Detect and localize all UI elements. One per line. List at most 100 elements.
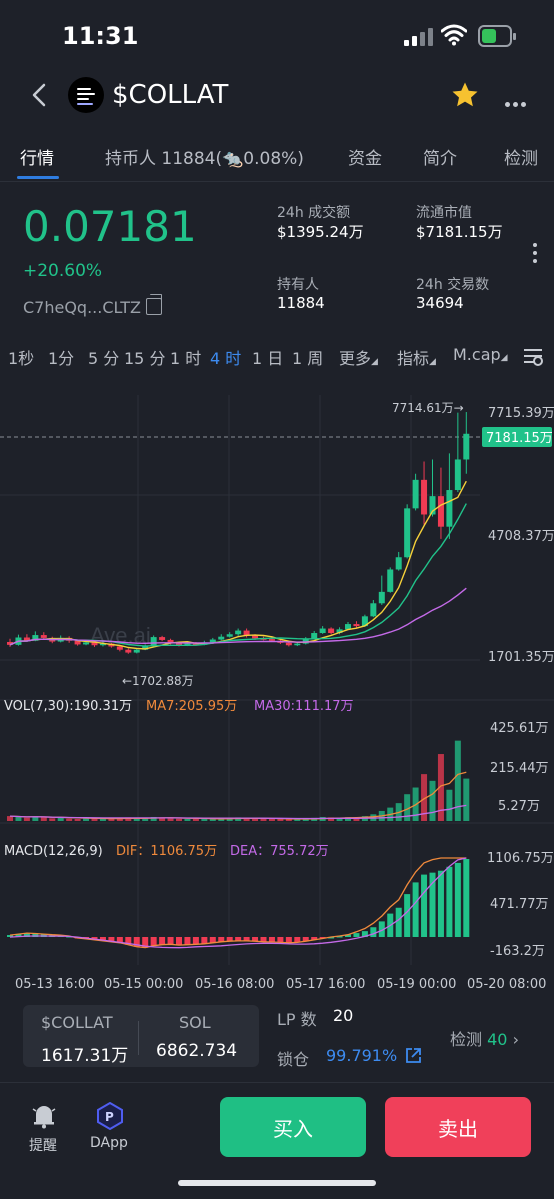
tab-check[interactable]: 检测: [504, 149, 538, 169]
timeframe-1w[interactable]: 1 周: [292, 349, 324, 368]
candle-body: [319, 628, 326, 634]
macd-histogram-bar: [218, 937, 225, 942]
indicators-menu[interactable]: 指标◢: [397, 345, 436, 369]
macd-histogram-bar: [32, 933, 39, 937]
mcap-toggle[interactable]: M.cap◢: [453, 345, 508, 364]
volume-bar: [40, 817, 47, 821]
back-arrow-icon[interactable]: [30, 83, 50, 107]
macd-histogram-bar: [142, 937, 149, 948]
timeframe-more-label: 更多: [339, 349, 372, 368]
candle-body: [404, 508, 411, 558]
buy-button[interactable]: 买入: [220, 1097, 366, 1157]
candle-body: [167, 639, 174, 643]
timeframe-5m[interactable]: 5 分: [88, 349, 120, 368]
macd-histogram-bar: [201, 937, 208, 944]
detect-link[interactable]: 检测 40 ›: [450, 1026, 519, 1050]
volume-bar: [454, 740, 461, 821]
candle-body: [336, 629, 343, 634]
dapp-label[interactable]: DApp: [90, 1135, 128, 1151]
timeframe-1d[interactable]: 1 日: [252, 349, 284, 368]
x-tick-5: 05-20 08:00: [467, 977, 546, 992]
lp-value: 20: [333, 1006, 354, 1025]
high-price-label: 7714.61万→: [392, 401, 464, 415]
holders-value: 11884: [277, 294, 325, 312]
x-tick-1: 05-15 00:00: [104, 977, 183, 992]
candle-body: [74, 640, 81, 645]
lock-value[interactable]: 99.791%: [326, 1046, 398, 1065]
favorite-star-icon[interactable]: [450, 80, 480, 110]
volume-bar: [32, 816, 39, 821]
alert-label[interactable]: 提醒: [29, 1138, 57, 1154]
timeframe-1s[interactable]: 1秒: [8, 349, 35, 368]
vol-title: VOL(7,30):190.31万: [4, 699, 132, 714]
stats-more-icon[interactable]: [533, 243, 537, 267]
lock-label: 锁仓: [277, 1050, 310, 1069]
current-price-tag-text: 7181.15万: [486, 431, 553, 446]
chart-grid: [0, 395, 554, 965]
tab-intro[interactable]: 简介: [423, 149, 457, 169]
candle-body: [32, 635, 39, 641]
price-change: +20.60%: [23, 261, 103, 281]
chart-watermark: Ave.ai: [90, 623, 151, 648]
tx-24h-label: 24h 交易数: [416, 277, 490, 293]
candle-body: [328, 628, 335, 634]
tab-holders-percent: 0.08%): [243, 149, 304, 169]
dapp-icon[interactable]: P: [96, 1102, 124, 1130]
holders-label: 持有人: [277, 277, 319, 293]
volume-bar: [328, 817, 335, 821]
bell-icon[interactable]: [32, 1103, 56, 1129]
sell-button[interactable]: 卖出: [385, 1097, 531, 1157]
volume-bar: [192, 819, 199, 821]
macd-histogram-bar: [243, 937, 250, 941]
tab-market[interactable]: 行情: [20, 149, 54, 169]
market-cap-label: 流通市值: [416, 205, 472, 221]
macd-histogram-bar: [159, 937, 166, 945]
candle-body: [209, 639, 216, 643]
more-options-icon[interactable]: [505, 92, 529, 111]
candle-body: [133, 649, 140, 653]
candle-body: [395, 557, 402, 570]
timeframe-more[interactable]: 更多◢: [339, 345, 378, 369]
volume-bar: [353, 817, 360, 821]
macd-histogram-bar: [311, 937, 318, 940]
candle-body: [7, 641, 13, 645]
candle-body: [192, 643, 199, 646]
candle-body: [421, 479, 428, 515]
external-link-icon[interactable]: [405, 1047, 422, 1064]
macd-histogram-bar: [319, 937, 326, 939]
candle-body: [446, 490, 453, 527]
timeframe-15m[interactable]: 15 分: [124, 349, 166, 368]
candle-body: [268, 639, 275, 641]
timeframe-4h[interactable]: 4 时: [210, 349, 242, 368]
price-chart[interactable]: Ave.ai 7714.61万→ ←1702.88万 7715.39万 4708…: [0, 395, 554, 995]
macd-line: [9, 857, 467, 949]
macd-histogram-bar: [116, 937, 123, 943]
macd-histogram-bar: [336, 936, 343, 938]
volume-bar: [226, 817, 233, 821]
copy-icon[interactable]: [146, 294, 162, 315]
x-tick-4: 05-19 00:00: [377, 977, 456, 992]
macd-histogram-bar: [125, 937, 132, 945]
pool-base-label: SOL: [179, 1013, 211, 1032]
macd-histogram-bar: [378, 921, 385, 937]
candle-body: [387, 569, 394, 592]
detect-score: 40: [487, 1030, 508, 1049]
macd-histogram-bar: [150, 937, 157, 946]
volume-bar: [463, 778, 470, 821]
x-tick-3: 05-17 16:00: [286, 977, 365, 992]
bottom-action-bar: [0, 1082, 554, 1199]
tab-holders[interactable]: 持币人 11884(🐀0.08%): [105, 144, 304, 169]
timeframe-1h[interactable]: 1 时: [170, 349, 202, 368]
candle-body: [302, 638, 309, 644]
volume-bar: [91, 818, 98, 821]
volume-bar: [99, 818, 106, 821]
chart-settings-icon[interactable]: [522, 345, 544, 367]
tab-funds[interactable]: 资金: [348, 149, 382, 169]
macd-histogram-bar: [252, 937, 259, 942]
dropdown-triangle-icon: ◢: [371, 357, 378, 367]
candle-body: [361, 616, 368, 627]
macd-histogram-bar: [23, 933, 30, 937]
timeframe-1m[interactable]: 1分: [48, 349, 75, 368]
candle-body: [159, 637, 166, 640]
macd-histogram-bar: [226, 937, 233, 942]
